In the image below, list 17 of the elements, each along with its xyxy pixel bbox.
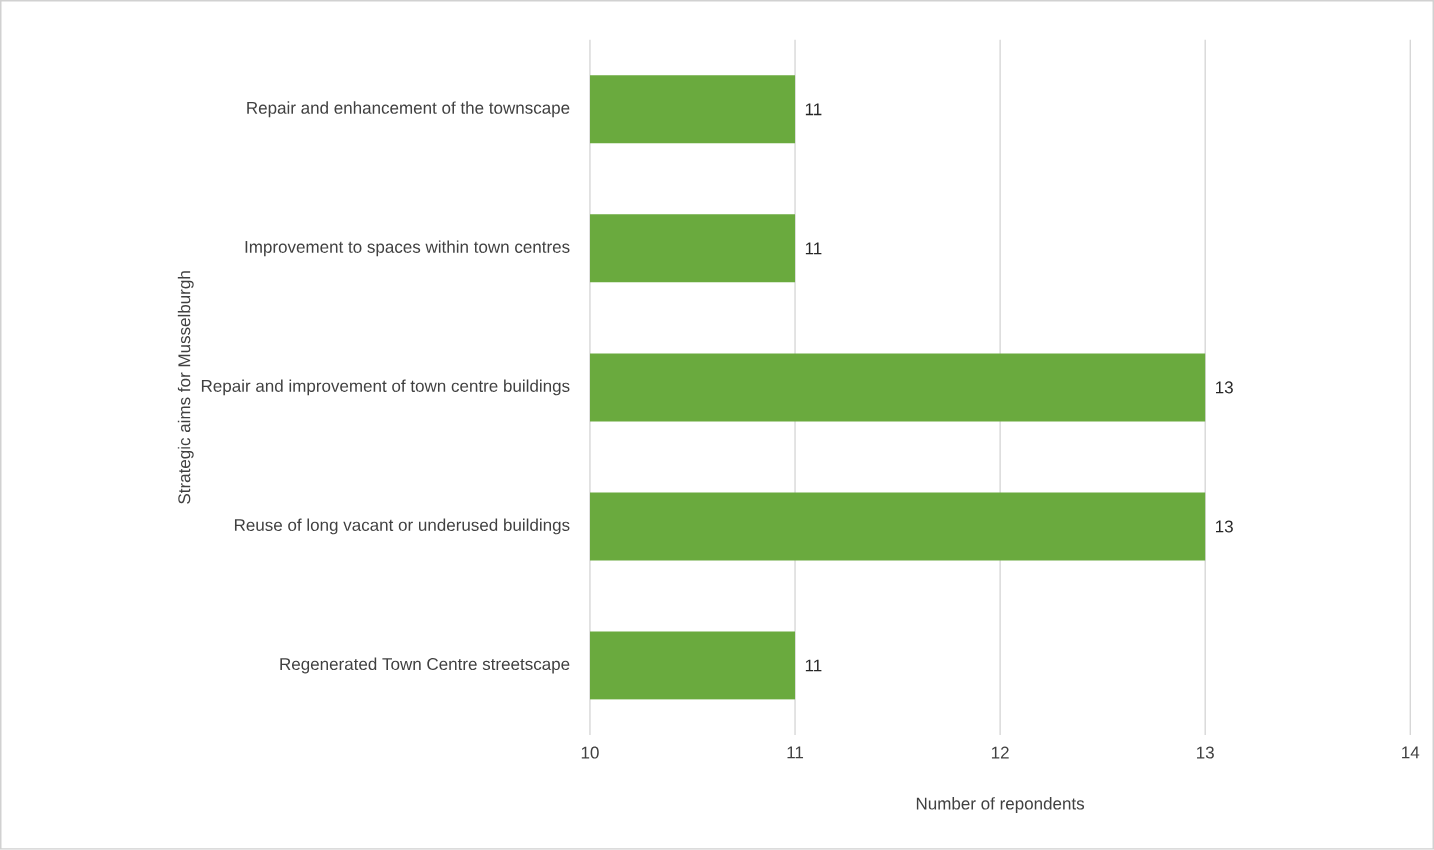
x-tick-label: 13	[1197, 746, 1214, 759]
y-axis-title: Strategic aims for Musselburgh	[177, 271, 194, 504]
y-tick-label: Repair and improvement of town centre buildings	[201, 379, 570, 396]
data-label: 13	[1216, 520, 1233, 533]
data-label: 13	[1216, 381, 1233, 394]
data-label: 11	[805, 659, 822, 672]
data-label: 11	[805, 103, 822, 116]
data-label: 11	[805, 242, 822, 255]
y-tick-label: Repair and enhancement of the townscape	[247, 101, 570, 118]
x-axis-title: Number of repondents	[916, 797, 1085, 814]
x-tick-label: 10	[581, 746, 599, 759]
y-tick-label: Reuse of long vacant or underused buildings	[234, 518, 570, 535]
y-tick-label: Regenerated Town Centre streetscape	[280, 657, 570, 674]
x-tick-label: 11	[787, 746, 804, 759]
y-tick-label: Improvement to spaces within town centres	[245, 240, 570, 257]
x-tick-label: 14	[1402, 746, 1420, 759]
x-tick-label: 12	[991, 746, 1009, 759]
